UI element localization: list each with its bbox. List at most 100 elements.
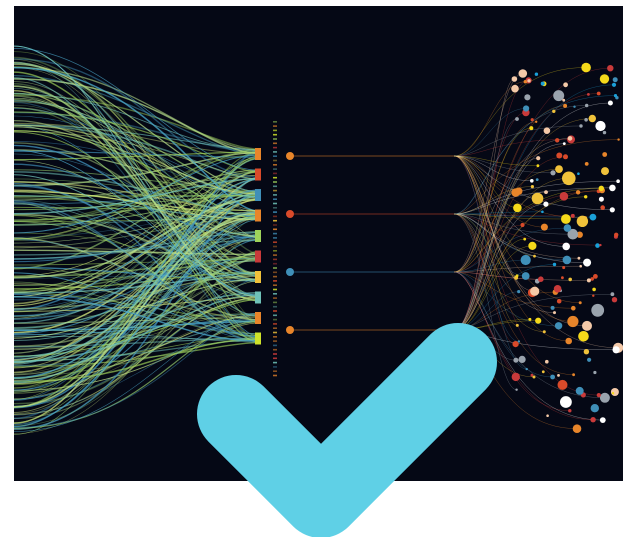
scatter-dot	[562, 255, 572, 265]
scatter-dot	[577, 172, 580, 175]
fan-line	[453, 155, 535, 292]
fiber-strand	[14, 249, 260, 256]
fan-line	[453, 211, 543, 215]
bundle-end	[255, 250, 261, 263]
scatter-dot	[563, 82, 568, 88]
scatter-dot	[612, 77, 618, 83]
fiber-strand	[14, 131, 260, 343]
fiber-strand	[14, 66, 260, 212]
scatter-dot	[538, 276, 544, 283]
scatter-dot	[553, 311, 556, 315]
scatter-dot	[609, 184, 616, 192]
tick-mark	[273, 297, 277, 299]
fiber-strand	[14, 75, 260, 156]
scatter-dot	[521, 272, 530, 280]
tick-mark	[273, 331, 277, 334]
hub-dot	[286, 152, 294, 160]
scatter-dot	[612, 346, 620, 354]
scatter-dot	[562, 242, 570, 251]
scatter-dot	[568, 277, 572, 282]
fan-line	[453, 155, 586, 219]
fiber-strand	[14, 217, 260, 413]
fiber-strand	[14, 257, 260, 278]
scatter-dot	[599, 417, 606, 423]
fiber-strand	[14, 97, 260, 211]
tick-mark	[273, 305, 277, 308]
scatter-dot	[528, 241, 537, 250]
scatter-dot	[572, 373, 575, 377]
tick-mark	[273, 323, 277, 325]
fiber-strand	[14, 232, 260, 365]
scatter-dot	[552, 262, 557, 267]
fan-line	[453, 125, 581, 157]
fan-line	[453, 178, 569, 331]
fiber-strand	[14, 292, 260, 323]
scatter-dot	[540, 81, 545, 86]
tick-mark	[273, 228, 277, 231]
scatter-dot	[552, 109, 556, 114]
fan-line	[453, 95, 616, 215]
fiber-strand	[14, 171, 260, 393]
scatter-dot	[614, 232, 619, 237]
bundle-end	[255, 209, 261, 222]
tick-mark	[273, 159, 277, 162]
fiber-strand	[14, 194, 260, 197]
scatter-dot	[607, 100, 613, 106]
scatter-dot	[536, 164, 540, 168]
fan-line	[453, 155, 613, 211]
scatter-dot	[530, 118, 534, 122]
tick-mark	[273, 314, 277, 317]
tick-mark	[273, 168, 277, 170]
tick-mark	[273, 121, 277, 123]
scatter-dot	[609, 207, 615, 213]
scatter-dot	[583, 349, 590, 355]
scatter-dot	[518, 69, 528, 78]
tick-mark	[273, 348, 277, 351]
fiber-strand	[14, 271, 260, 375]
fan-line	[453, 213, 579, 259]
scatter-dot	[531, 192, 544, 205]
scatter-dot	[553, 90, 565, 102]
fan-line	[453, 139, 619, 215]
fan-line	[453, 127, 532, 273]
fiber-strand	[14, 315, 260, 394]
fiber-strand	[14, 278, 260, 339]
fan-line	[453, 73, 523, 273]
tick-mark	[273, 237, 277, 239]
scatter-dot	[579, 264, 582, 268]
scatter-dot	[567, 136, 573, 141]
scatter-dot	[602, 152, 608, 157]
fiber-strand	[14, 313, 260, 416]
tick-mark	[273, 194, 277, 196]
fiber-strand	[14, 215, 260, 339]
tick-mark	[273, 176, 277, 179]
scatter-dot	[520, 222, 525, 228]
fiber-strand	[14, 216, 260, 427]
scatter-dot	[541, 370, 545, 374]
tick-mark	[273, 224, 277, 226]
fan-line	[453, 213, 516, 345]
scatter-dot	[587, 93, 590, 96]
fiber-strand	[14, 191, 260, 221]
fiber-strand	[14, 151, 260, 389]
scatter-dot	[542, 330, 546, 334]
scatter-dot	[535, 317, 542, 324]
hub-dot	[286, 268, 294, 276]
scatter-dot	[517, 340, 521, 343]
fan-line	[453, 271, 589, 281]
fiber-strand	[14, 95, 260, 341]
fiber-strand	[14, 65, 260, 238]
scatter-dot	[515, 323, 519, 327]
scatter-dots	[511, 62, 623, 434]
fiber-strand	[14, 235, 260, 428]
fiber-strand	[14, 218, 260, 382]
scatter-dot	[595, 243, 600, 248]
scatter-dot	[553, 285, 562, 293]
scatter-dot	[565, 337, 572, 345]
scatter-dot	[567, 315, 579, 328]
fan-line	[453, 155, 567, 247]
fan-line	[453, 93, 599, 331]
fiber-strand	[14, 231, 260, 260]
scatter-dot	[535, 178, 539, 182]
